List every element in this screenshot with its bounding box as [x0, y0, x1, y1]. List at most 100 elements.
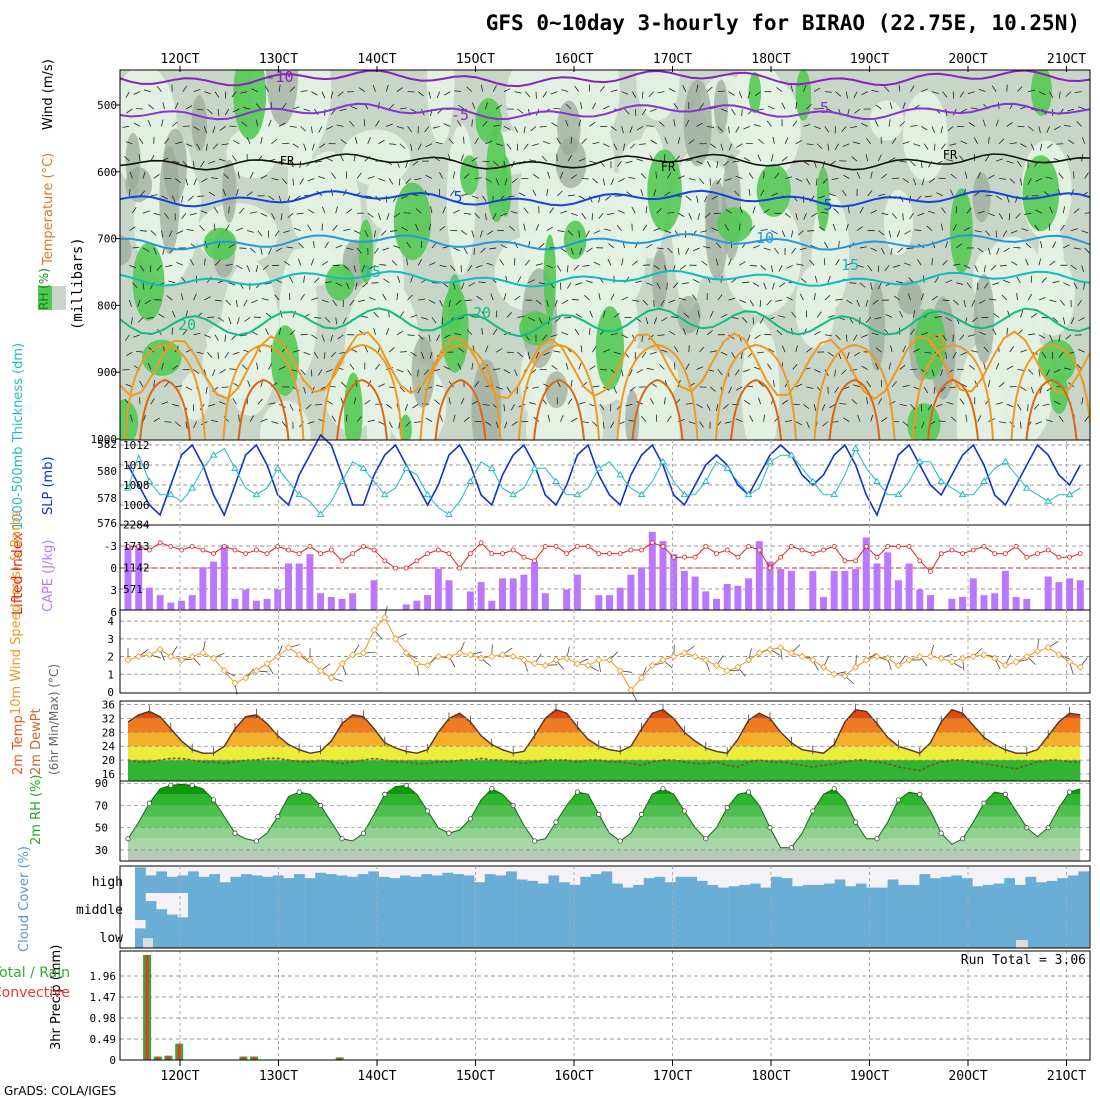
upper-wind-barb [814, 369, 821, 373]
cloud-bar-middle [474, 893, 485, 920]
temp-tick-label: 32 [102, 712, 115, 725]
rh-dry-area [726, 96, 792, 158]
upper-wind-barb [557, 190, 563, 197]
upper-wind-barb [1058, 415, 1064, 422]
upper-wind-barb [1042, 403, 1050, 406]
upper-wind-barb [966, 282, 972, 289]
cloud-bar-high [251, 875, 263, 893]
upper-wind-barb [541, 398, 547, 405]
wind10-point [1012, 658, 1020, 666]
cloud-bar-low [1004, 920, 1015, 948]
rh-point [596, 811, 602, 817]
upper-wind-barb [758, 138, 764, 145]
upper-wind-barb [589, 327, 591, 335]
cape-tick-label: 571 [123, 583, 143, 596]
upper-wind-barb [888, 230, 892, 238]
upper-wind-barb [314, 403, 323, 406]
cloud-bar-low [400, 920, 411, 948]
upper-wind-barb [829, 403, 836, 409]
lifted-point [360, 544, 366, 549]
upper-wind-barb [268, 119, 272, 127]
pressure-tick-label: 600 [97, 166, 117, 179]
upper-wind-barb [653, 300, 655, 308]
upper-wind-barb [638, 143, 647, 145]
freezing-label: FR [661, 160, 676, 174]
upper-wind-barb [264, 282, 272, 285]
wind10-point [702, 656, 710, 664]
upper-wind-barb [970, 350, 978, 353]
upper-wind-barb [353, 230, 361, 234]
upper-wind-barb [567, 398, 573, 405]
upper-wind-barb [161, 230, 164, 238]
upper-wind-barb [1076, 121, 1082, 127]
precip-tick-label: 0.49 [90, 1033, 117, 1046]
upper-wind-barb [556, 137, 561, 144]
upper-wind-barb [909, 212, 914, 220]
upper-wind-barb [697, 213, 700, 221]
upper-wind-barb [748, 172, 754, 179]
precip-tick-label: 1.47 [90, 991, 117, 1004]
rh-moist-area [705, 180, 729, 280]
upper-wind-barb [767, 363, 772, 370]
rh-moist-area [972, 172, 991, 223]
wind10-point [124, 656, 132, 664]
warm-contour [124, 343, 206, 440]
upper-wind-barb [685, 247, 690, 255]
upper-wind-barb [321, 261, 329, 266]
upper-wind-barb [991, 85, 997, 92]
upper-wind-barb [803, 403, 810, 409]
upper-wind-barb [354, 136, 358, 144]
cloud-bar-low [898, 920, 909, 948]
upper-wind-barb [373, 327, 376, 335]
isotherm-label: 20 [178, 316, 196, 334]
cloud-bar-high [230, 876, 242, 893]
cloud-bar-middle [877, 893, 888, 920]
cloud-bar-middle [548, 893, 560, 920]
cloud-bar-middle [718, 893, 729, 920]
upper-wind-barb [816, 143, 823, 150]
upper-wind-barb [968, 364, 975, 370]
upper-wind-barb [246, 265, 251, 272]
cloud-bar-high [527, 880, 538, 893]
cape-bar [787, 570, 795, 610]
cloud-bar-high [325, 874, 337, 893]
upper-wind-barb [550, 334, 558, 338]
cloud-bar-high [537, 883, 549, 893]
upper-wind-barb [346, 247, 354, 251]
cloud-bar-high [569, 884, 581, 893]
upper-wind-barb [471, 230, 475, 238]
upper-wind-barb [204, 296, 211, 301]
upper-wind-barb [185, 143, 193, 147]
upper-wind-barb [206, 143, 208, 151]
upper-wind-barb [471, 400, 479, 405]
rh-dry-area [426, 70, 455, 145]
upper-wind-barb [772, 136, 775, 144]
upper-wind-barb [364, 195, 372, 198]
upper-wind-barb [940, 143, 946, 150]
upper-wind-barb [439, 415, 444, 422]
upper-wind-barb [471, 362, 474, 370]
upper-wind-barb [162, 247, 165, 255]
cloud-bar-high [718, 887, 729, 893]
upper-wind-barb [417, 143, 422, 151]
bottom-date-label: 17OCT [653, 1069, 692, 1084]
upper-wind-barb [650, 108, 657, 112]
upper-wind-barb [685, 119, 690, 127]
isotherm-line [120, 153, 1090, 171]
upper-wind-barb [219, 401, 226, 405]
cloud-bar-low [219, 920, 231, 948]
upper-wind-barb [902, 178, 909, 183]
upper-wind-barb [629, 126, 633, 134]
upper-wind-barb [845, 223, 849, 231]
upper-wind-barb [406, 258, 408, 266]
upper-wind-barb [247, 380, 251, 388]
upper-wind-barb [688, 139, 695, 145]
upper-wind-barb [589, 121, 596, 127]
lifted-point [724, 547, 730, 553]
upper-wind-barb [685, 159, 693, 162]
upper-wind-barb [389, 143, 397, 145]
upper-wind-barb [625, 160, 633, 164]
upper-wind-barb [241, 364, 248, 370]
upper-wind-barb [963, 299, 966, 307]
upper-wind-barb [132, 246, 140, 249]
